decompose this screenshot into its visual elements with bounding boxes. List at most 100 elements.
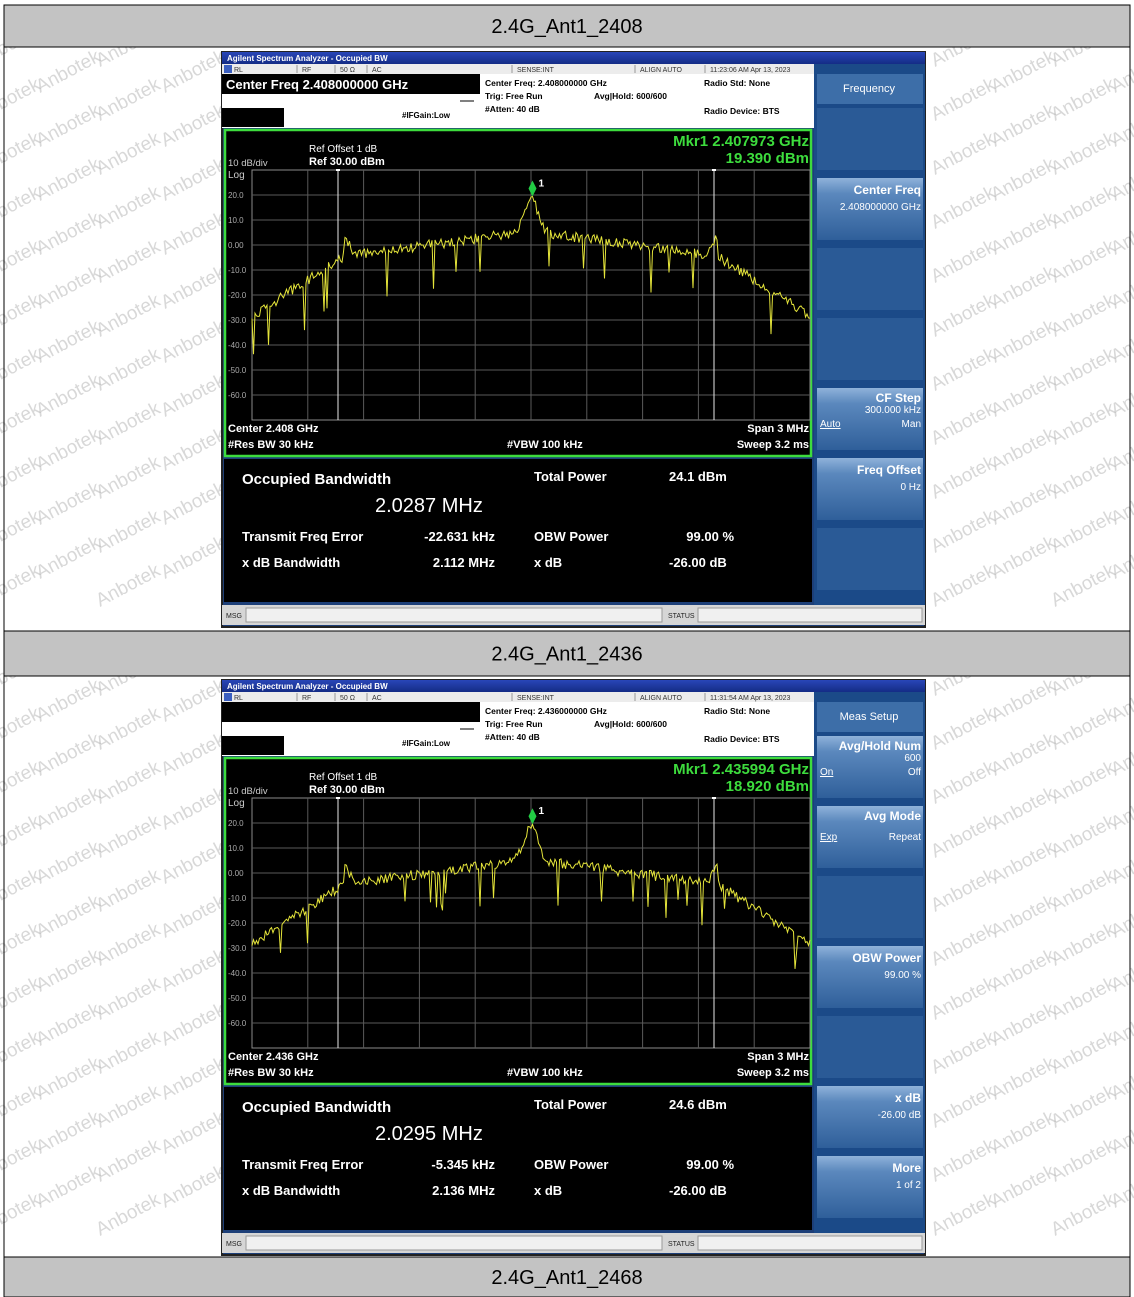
res-bw: #Res BW 30 kHz	[228, 1067, 314, 1079]
status-item: ALIGN AUTO	[640, 695, 682, 702]
vbw: #VBW 100 kHz	[507, 1067, 583, 1079]
status-item: SENSE:INT	[517, 67, 555, 74]
softkey-value: 1 of 2	[896, 1180, 921, 1191]
softkey-option: Exp	[820, 832, 838, 843]
result-label: Transmit Freq Error	[242, 529, 363, 544]
softkey[interactable]	[817, 1016, 923, 1078]
watermark: Anbotek	[92, 506, 164, 558]
softkey[interactable]	[817, 108, 923, 170]
result-value: 99.00 %	[686, 1157, 734, 1172]
watermark: Anbotek	[157, 316, 229, 368]
status-item: 50 Ω	[340, 67, 355, 74]
setting: #IFGain:Low	[402, 739, 451, 748]
scale-type: Log	[228, 798, 245, 809]
softkey[interactable]	[817, 318, 923, 380]
watermark: Anbotek	[92, 452, 164, 504]
setting: Center Freq: 2.436000000 GHz	[485, 706, 607, 716]
result-value: 24.6 dBm	[669, 1097, 727, 1112]
watermark: Anbotek	[92, 865, 164, 917]
softkey-option: Off	[908, 767, 921, 778]
watermark: Anbotek	[157, 424, 229, 476]
setting: Radio Std: None	[704, 706, 770, 716]
watermark: Anbotek	[157, 1053, 229, 1105]
marker-id: 1	[539, 806, 545, 817]
result-value: 2.112 MHz	[433, 555, 496, 570]
softkey-value: 300.000 kHz	[865, 405, 921, 416]
analyzer-screenshot: Agilent Spectrum Analyzer - Occupied BWR…	[222, 680, 925, 1255]
watermark: Anbotek	[157, 999, 229, 1051]
y-label: -20.0	[228, 919, 247, 928]
document: AnbotekAnbotekAnbotekAnbotekAnbotekAnbot…	[0, 0, 1134, 1297]
y-label: -10.0	[228, 894, 247, 903]
watermark: Anbotek	[157, 370, 229, 422]
y-label: 0.00	[228, 241, 244, 250]
y-label: -40.0	[228, 969, 247, 978]
result-value: -5.345 kHz	[431, 1157, 495, 1172]
softkey-value: 0 Hz	[900, 482, 921, 493]
y-label: 10.0	[228, 844, 244, 853]
status-item: 11:23:06 AM Apr 13, 2023	[710, 67, 791, 74]
softkey-label: Freq Offset	[857, 463, 921, 477]
graph-box	[225, 130, 811, 456]
softkey-label: Avg Mode	[864, 809, 921, 823]
watermark: Anbotek	[92, 1081, 164, 1133]
marker-id: 1	[539, 179, 545, 190]
softkey[interactable]	[817, 248, 923, 310]
lxi-icon	[224, 65, 232, 73]
softkey[interactable]	[817, 528, 923, 590]
watermark: Anbotek	[92, 182, 164, 234]
page: { "watermark": "Anbotek", "sections": [ …	[0, 0, 1134, 1297]
status-item: RF	[302, 695, 311, 702]
setting: Trig: Free Run	[485, 719, 543, 729]
status-item: RL	[234, 695, 243, 702]
marker-level: 18.920 dBm	[726, 778, 809, 795]
result-label: x dB	[534, 555, 562, 570]
message-field	[246, 1236, 662, 1250]
result-obw: 2.0295 MHz	[375, 1123, 483, 1145]
ref-level: Ref 30.00 dBm	[309, 784, 385, 796]
setting: Radio Device: BTS	[704, 734, 780, 744]
result-label: x dB Bandwidth	[242, 555, 340, 570]
input-box	[222, 736, 284, 755]
watermark: Anbotek	[157, 1107, 229, 1159]
setting: #IFGain:Low	[402, 111, 451, 120]
softkey-menu: Frequency	[843, 83, 895, 95]
y-label: -10.0	[228, 266, 247, 275]
sweep: Sweep 3.2 ms	[737, 439, 809, 451]
watermark: Anbotek	[92, 398, 164, 450]
result-title: Occupied Bandwidth	[242, 1099, 391, 1116]
vbw: #VBW 100 kHz	[507, 439, 583, 451]
softkey-value: 600	[904, 753, 921, 764]
y-label: -30.0	[228, 316, 247, 325]
softkey[interactable]	[817, 876, 923, 938]
center-freq-banner: Center Freq 2.408000000 GHz	[226, 77, 409, 92]
center-label: Center 2.436 GHz	[228, 1051, 319, 1063]
y-label: 20.0	[228, 819, 244, 828]
msg-label: MSG	[226, 1241, 242, 1248]
softkey-value: 99.00 %	[884, 970, 921, 981]
setting: Radio Device: BTS	[704, 106, 780, 116]
watermark: Anbotek	[92, 560, 164, 612]
watermark: Anbotek	[157, 208, 229, 260]
softkey-option: Repeat	[889, 832, 921, 843]
softkey-label: x dB	[895, 1091, 921, 1105]
status-field	[698, 608, 922, 622]
y-label: 20.0	[228, 191, 244, 200]
result-value: -26.00 dB	[669, 1183, 727, 1198]
result-label: OBW Power	[534, 1157, 608, 1172]
watermark: Anbotek	[92, 919, 164, 971]
softkey-option: On	[820, 767, 833, 778]
watermark: Anbotek	[157, 46, 229, 98]
y-label: -60.0	[228, 391, 247, 400]
analyzer-screenshot: Agilent Spectrum Analyzer - Occupied BWR…	[222, 52, 925, 627]
watermark: Anbotek	[157, 154, 229, 206]
marker-level: 19.390 dBm	[726, 150, 809, 167]
result-value: 24.1 dBm	[669, 469, 727, 484]
result-label: Total Power	[534, 1097, 607, 1112]
watermark: Anbotek	[157, 262, 229, 314]
setting: Avg|Hold: 600/600	[594, 91, 667, 101]
softkey-label: Avg/Hold Num	[839, 739, 921, 753]
scale: 10 dB/div	[228, 158, 268, 169]
watermark: Anbotek	[92, 74, 164, 126]
scale: 10 dB/div	[228, 786, 268, 797]
